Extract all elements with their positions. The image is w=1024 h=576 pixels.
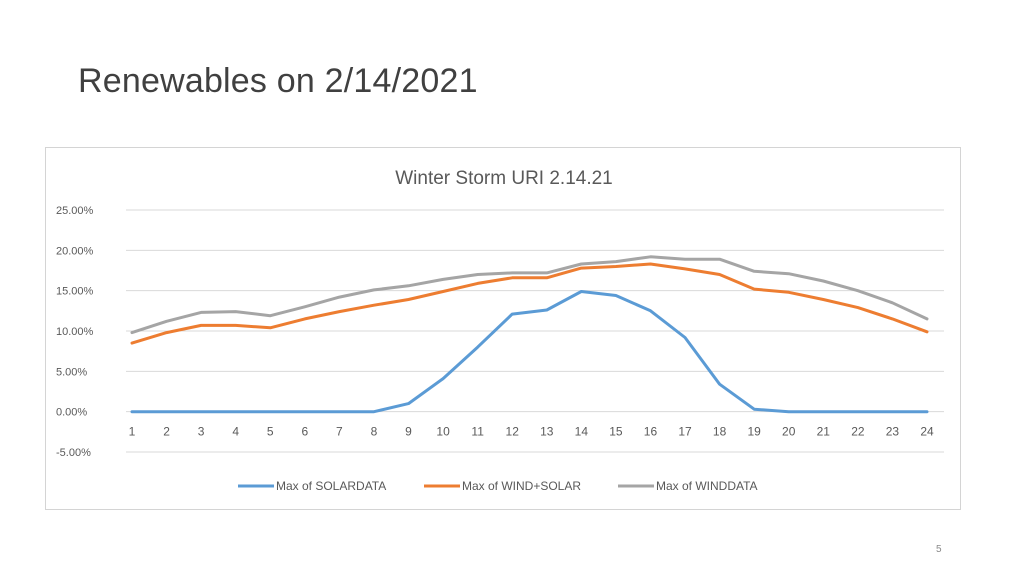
series-line-1 — [130, 290, 929, 414]
x-tick-label: 23 — [886, 425, 900, 439]
x-tick-label: 9 — [405, 425, 412, 439]
y-axis-tick-labels: 25.00% 20.00% 15.00% 10.00% 5.00% 0.00% -5.00% — [56, 205, 94, 459]
x-tick-label: 5 — [267, 425, 274, 439]
y-tick-label: 5.00% — [56, 366, 87, 378]
x-tick-label: 6 — [301, 425, 308, 439]
x-tick-label: 22 — [851, 425, 865, 439]
x-tick-label: 7 — [336, 425, 343, 439]
x-tick-label: 3 — [198, 425, 205, 439]
y-tick-label: 20.00% — [56, 245, 94, 257]
grid-lines — [126, 209, 944, 453]
x-tick-label: 14 — [575, 425, 589, 439]
x-tick-label: 4 — [232, 425, 239, 439]
x-tick-label: 24 — [920, 425, 934, 439]
x-tick-label: 10 — [436, 425, 450, 439]
x-tick-label: 2 — [163, 425, 170, 439]
legend-label: Max of WIND+SOLAR — [462, 479, 581, 493]
x-tick-label: 12 — [506, 425, 520, 439]
x-tick-label: 16 — [644, 425, 658, 439]
page-number: 5 — [936, 544, 942, 555]
slide-title: Renewables on 2/14/2021 — [78, 62, 478, 100]
x-tick-label: 1 — [129, 425, 136, 439]
legend-label: Max of SOLARDATA — [276, 479, 386, 493]
x-tick-label: 17 — [678, 425, 692, 439]
legend-label: Max of WINDDATA — [656, 479, 758, 493]
x-tick-label: 20 — [782, 425, 796, 439]
y-tick-label: 15.00% — [56, 286, 94, 298]
series-line-2 — [130, 262, 929, 345]
line-chart: Winter Storm URI 2.14.21 25.00%20.00%15.… — [56, 168, 944, 493]
x-tick-label: 19 — [747, 425, 761, 439]
x-tick-label: 11 — [471, 425, 484, 439]
x-tick-label: 21 — [817, 425, 831, 439]
y-tick-label: 10.00% — [56, 326, 94, 338]
y-tick-label: 0.00% — [56, 407, 87, 419]
x-tick-label: 18 — [713, 425, 727, 439]
chart-container: Winter Storm URI 2.14.21 25.00% 20.00% 15.… — [45, 147, 961, 510]
x-tick-label: 8 — [371, 425, 378, 439]
x-axis-tick-labels: 1 2 3 4 5 6 7 8 9 10 11 12 13 14 15 16 17 18 19 20 21 22 23 24 — [129, 425, 934, 439]
chart-title: Winter Storm URI 2.14.21 — [395, 168, 613, 189]
y-tick-label: -5.00% — [56, 447, 91, 459]
series-line-3 — [130, 255, 929, 335]
x-tick-label: 15 — [609, 425, 623, 439]
y-tick-label: 25.00% — [56, 205, 94, 217]
legend: Max of SOLARDATA Max of WIND+SOLAR Max of … — [238, 479, 758, 493]
series-lines — [130, 255, 929, 414]
x-tick-label: 13 — [540, 425, 554, 439]
